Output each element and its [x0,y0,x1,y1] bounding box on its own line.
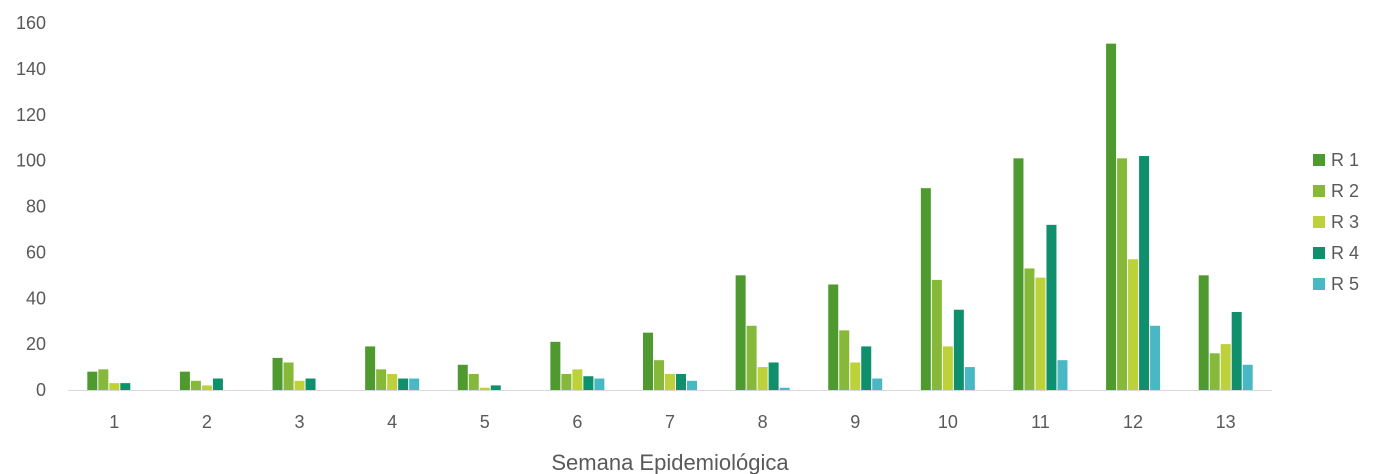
bar-r3-week-12 [1128,259,1139,390]
bar-r5-week-12 [1150,325,1161,390]
y-tick-label: 140 [16,59,46,79]
x-tick-label: 13 [1216,412,1236,432]
legend-label: R 5 [1331,274,1359,294]
bar-r4-week-7 [676,373,686,390]
bar-r2-week-5 [468,373,479,390]
legend-swatch [1313,278,1325,290]
y-tick-label: 80 [26,197,46,217]
bar-r1-week-13 [1198,275,1209,390]
y-tick-label: 40 [26,288,46,308]
y-tick-label: 160 [16,13,46,33]
bar-r1-week-8 [735,275,746,390]
x-tick-label: 6 [572,412,582,432]
bar-r3-week-9 [850,362,861,390]
bar-r2-week-12 [1117,158,1128,390]
x-tick-label: 12 [1123,412,1143,432]
legend: R 1 R 2 R 3 R 4 R 5 [1313,150,1359,294]
x-axis-ticks: 1 2 3 4 5 6 7 8 9 10 11 12 13 [109,412,1235,432]
bar-r2-week-3 [283,362,294,390]
y-tick-label: 100 [16,151,46,171]
bar-r2-week-4 [376,369,387,390]
bar-r3-week-10 [942,346,953,390]
bar-r4-week-4 [398,378,409,390]
x-tick-label: 5 [480,412,490,432]
bar-r4-week-12 [1139,156,1150,390]
bar-r4-week-1 [120,383,131,390]
y-tick-label: 60 [26,242,46,262]
x-tick-label: 8 [758,412,768,432]
bar-r3-week-11 [1035,277,1046,390]
y-axis-ticks: 0 20 40 60 80 100 120 140 160 [16,13,46,400]
bar-r4-week-10 [953,309,964,390]
legend-label: R 2 [1331,181,1359,201]
bar-r5-week-11 [1057,360,1068,390]
bar-r1-week-10 [920,188,931,390]
bar-r3-week-1 [109,383,120,390]
bar-r4-week-5 [490,385,501,390]
legend-swatch [1313,154,1325,166]
bar-r5-week-4 [409,378,420,390]
legend-swatch [1313,247,1325,259]
bar-r5-week-8 [779,387,790,390]
bar-r2-week-7 [654,360,664,390]
bar-r4-week-3 [305,378,316,390]
y-tick-label: 0 [36,380,46,400]
bar-r1-week-7 [643,332,653,390]
x-tick-label: 4 [387,412,397,432]
legend-label: R 4 [1331,243,1359,263]
x-tick-label: 9 [850,412,860,432]
bar-r5-week-13 [1242,364,1253,390]
bar-r1-week-1 [87,371,98,390]
x-tick-label: 2 [202,412,212,432]
legend-label: R 1 [1331,150,1359,170]
bar-r4-week-6 [583,376,594,390]
bars [87,43,1253,391]
bar-r1-week-12 [1106,43,1117,391]
bar-r2-week-9 [839,330,850,390]
bar-r2-week-11 [1024,268,1035,390]
bar-r2-week-8 [746,325,757,390]
bar-r3-week-6 [572,369,583,390]
bar-r1-week-3 [272,357,283,390]
bar-r3-week-4 [387,373,398,390]
bar-r4-week-8 [768,362,779,390]
bar-r1-week-5 [457,364,468,390]
bar-r5-week-6 [594,378,605,390]
bar-r4-week-9 [861,346,872,390]
bar-r2-week-1 [98,369,109,390]
bar-r3-week-3 [294,380,305,390]
x-tick-label: 7 [665,412,675,432]
bar-r4-week-2 [212,378,223,390]
bar-r1-week-2 [179,371,190,390]
bar-r2-week-10 [931,279,942,390]
x-tick-label: 11 [1031,412,1050,432]
legend-swatch [1313,185,1325,197]
y-tick-label: 20 [26,334,46,354]
bar-r3-week-13 [1220,344,1231,390]
x-tick-label: 10 [938,412,958,432]
bar-r3-week-8 [757,367,768,390]
bar-r1-week-6 [550,341,561,390]
y-tick-label: 120 [16,105,46,125]
bar-r2-week-6 [561,373,572,390]
bar-r3-week-2 [201,385,212,390]
x-axis-title: Semana Epidemiológica [551,450,789,474]
bar-r1-week-4 [365,346,376,390]
bar-r3-week-5 [479,387,490,390]
bar-r5-week-7 [687,380,697,390]
x-tick-label: 3 [295,412,305,432]
legend-label: R 3 [1331,212,1359,232]
legend-swatch [1313,216,1325,228]
bar-r2-week-13 [1209,353,1220,390]
bar-r4-week-11 [1046,224,1057,390]
bar-r1-week-11 [1013,158,1024,390]
bar-r2-week-2 [190,380,201,390]
x-tick-label: 1 [109,412,119,432]
bar-r1-week-9 [828,284,839,390]
bar-r5-week-9 [872,378,883,390]
bar-r4-week-13 [1231,312,1242,390]
bar-r5-week-10 [964,367,975,390]
bar-r3-week-7 [665,373,675,390]
